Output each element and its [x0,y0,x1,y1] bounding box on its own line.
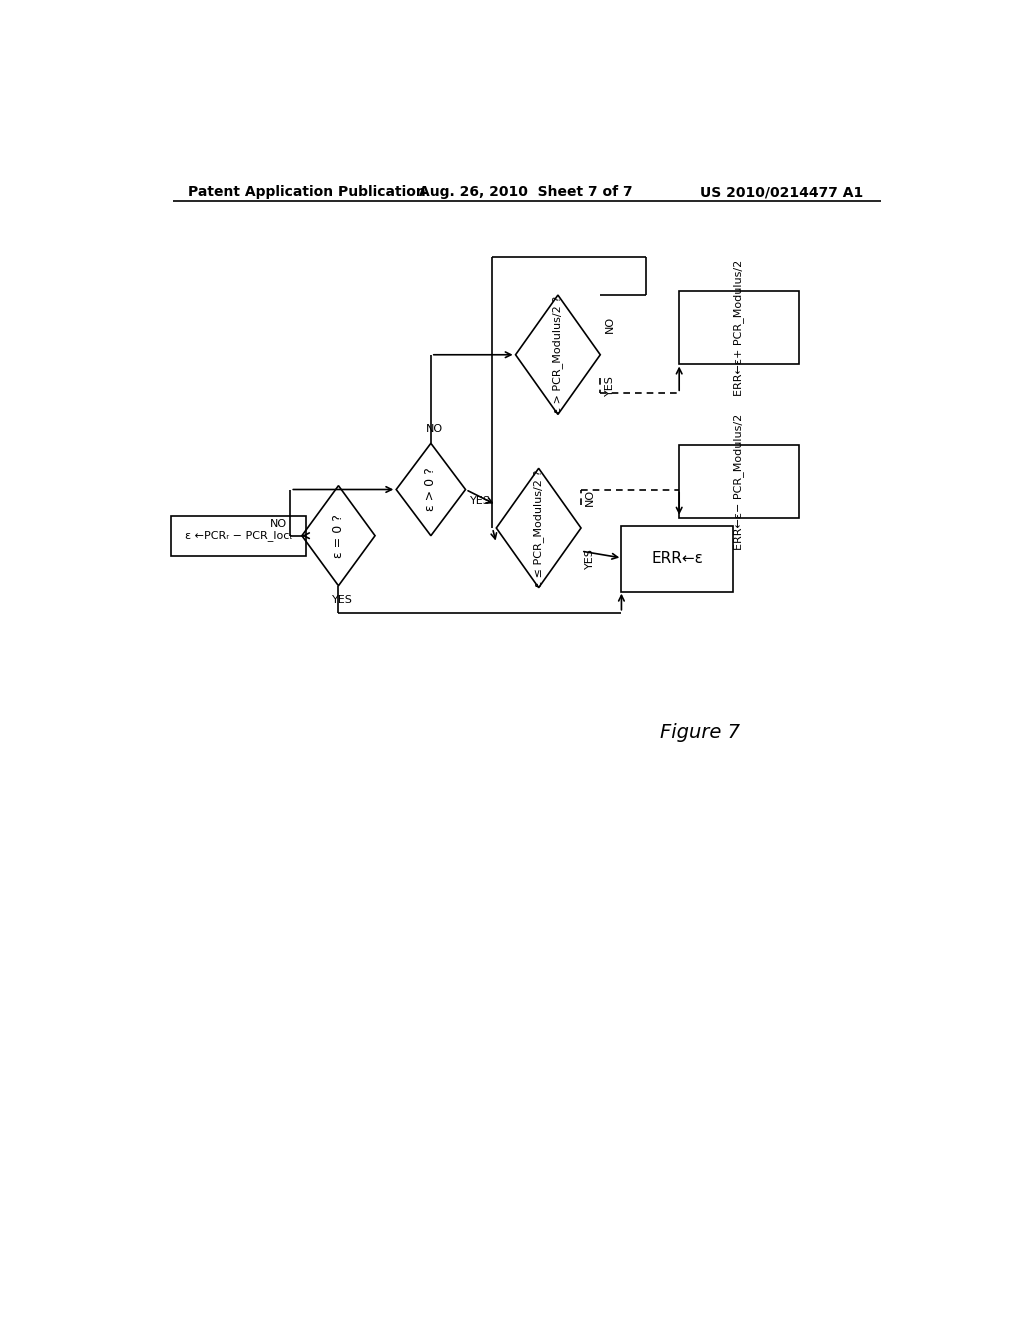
Text: ε ←PCRᵣ − PCR_locₜ: ε ←PCRᵣ − PCR_locₜ [184,531,292,541]
Text: NO: NO [270,519,288,529]
Bar [622,527,733,591]
Bar [171,516,306,556]
Text: ERR←ε− PCR_Modulus/2: ERR←ε− PCR_Modulus/2 [733,413,744,550]
Text: NO: NO [426,425,443,434]
Text: Figure 7: Figure 7 [660,722,740,742]
Text: YES: YES [586,548,595,569]
Text: ε > PCR_Modulus/2 ?: ε > PCR_Modulus/2 ? [553,296,563,413]
Text: ε ≤ PCR_Modulus/2 ?: ε ≤ PCR_Modulus/2 ? [534,470,544,586]
Text: ERR←ε+ PCR_Modulus/2: ERR←ε+ PCR_Modulus/2 [733,260,744,396]
Text: YES: YES [604,375,614,396]
Text: Patent Application Publication: Patent Application Publication [188,185,426,199]
Text: NO: NO [604,315,614,333]
Text: US 2010/0214477 A1: US 2010/0214477 A1 [700,185,863,199]
Text: NO: NO [586,488,595,506]
Text: YES: YES [332,594,352,605]
Text: ε > 0 ?: ε > 0 ? [424,467,437,511]
Text: Aug. 26, 2010  Sheet 7 of 7: Aug. 26, 2010 Sheet 7 of 7 [419,185,633,199]
Text: ERR←ε: ERR←ε [651,552,703,566]
Bar [679,445,799,519]
Bar [679,292,799,364]
Text: ε = 0 ?: ε = 0 ? [332,513,345,557]
Text: YES: YES [470,496,492,506]
